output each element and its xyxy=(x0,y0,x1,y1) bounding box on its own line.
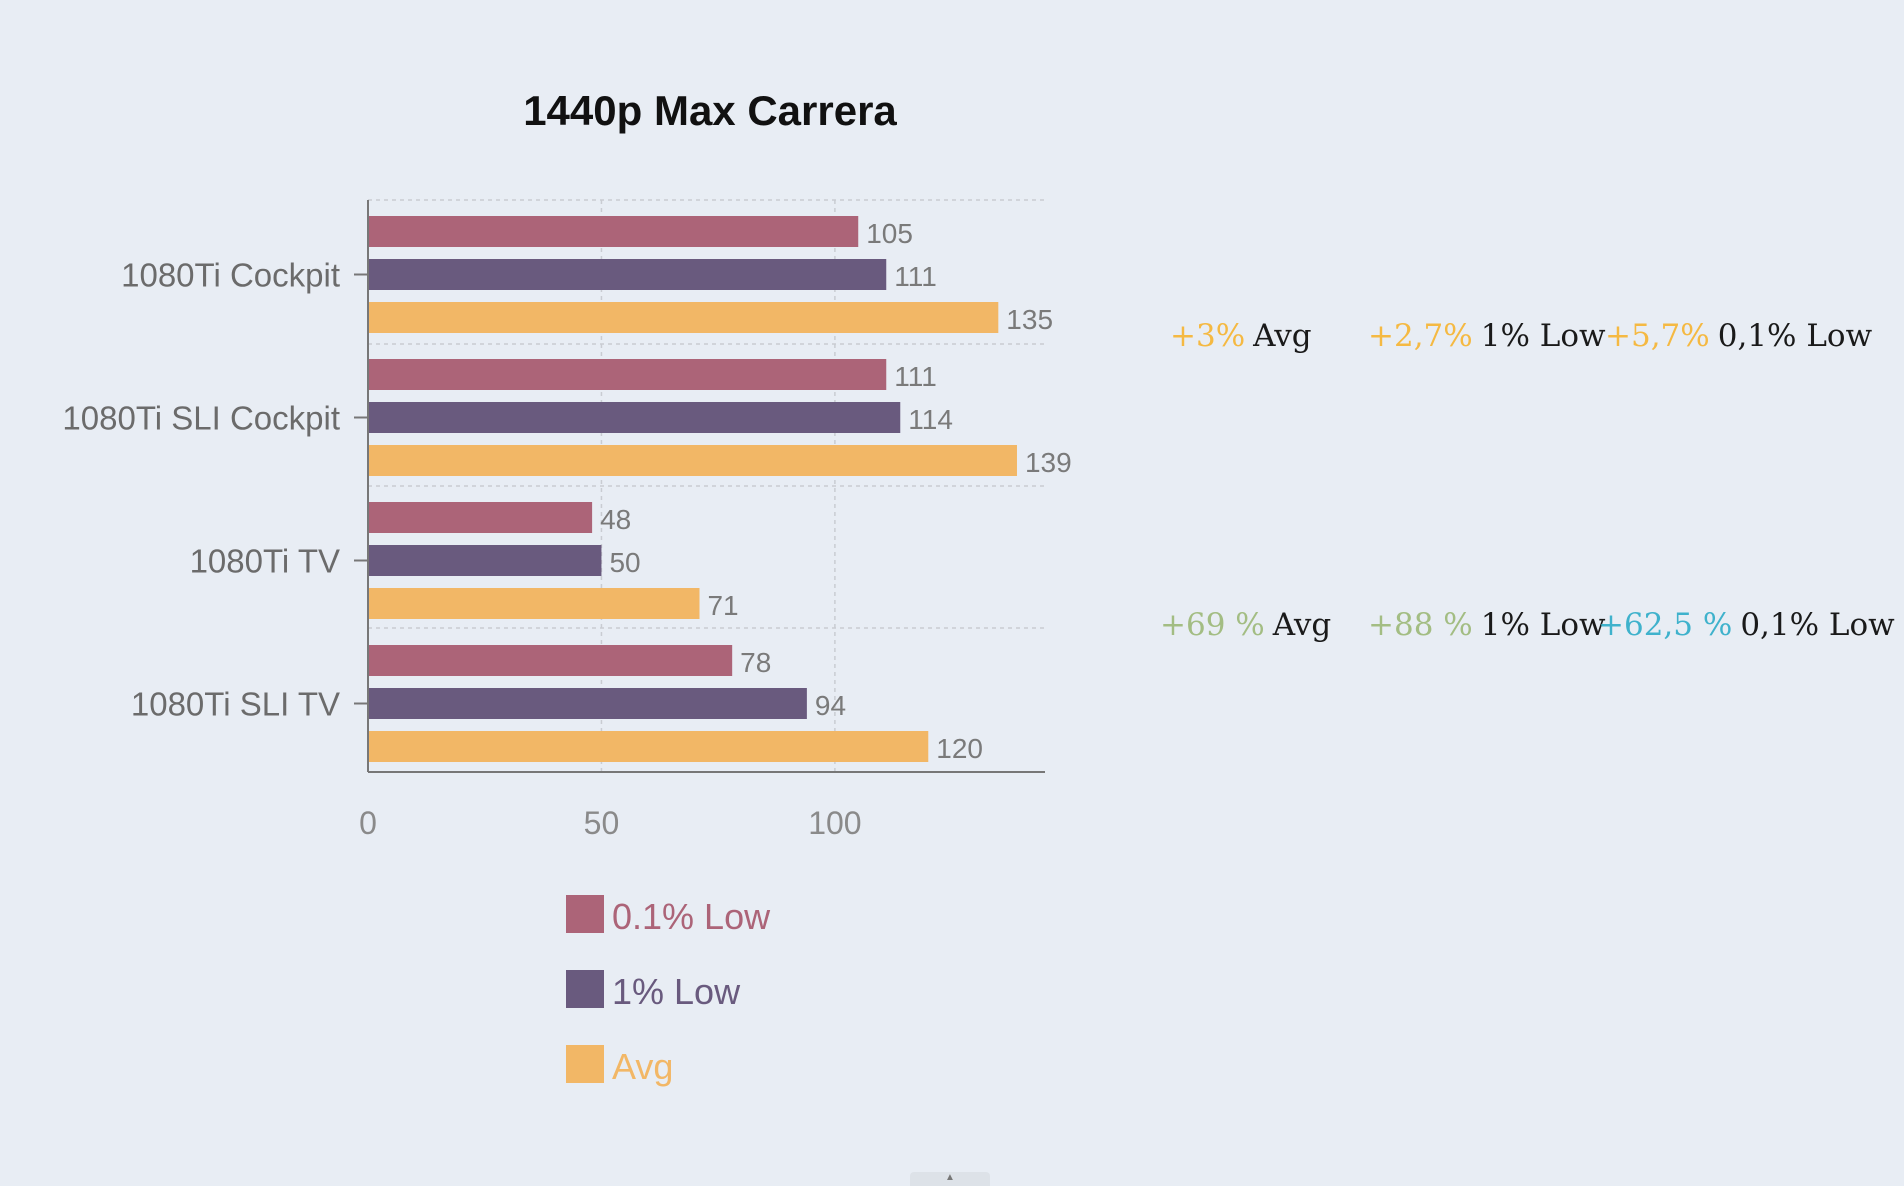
category-label: 1080Ti TV xyxy=(190,543,340,580)
annotation-delta: +69 % xyxy=(1160,607,1265,643)
annotation-metric: Avg xyxy=(1253,318,1312,354)
x-tick-label: 50 xyxy=(584,805,620,841)
annotation-delta: +88 % xyxy=(1368,607,1473,643)
data-label: 120 xyxy=(936,733,983,764)
annotation-delta: +5,7% xyxy=(1605,318,1710,354)
annotation-item: +69 % Avg xyxy=(1160,607,1331,643)
data-label: 105 xyxy=(866,218,913,249)
bar xyxy=(368,402,901,433)
bar xyxy=(368,545,602,576)
bar xyxy=(368,359,887,390)
data-label: 139 xyxy=(1025,447,1072,478)
data-label: 111 xyxy=(894,261,937,292)
legend-label: 0.1% Low xyxy=(612,896,771,937)
bar xyxy=(368,216,859,247)
data-label: 111 xyxy=(894,361,937,392)
bar xyxy=(368,731,929,762)
bar xyxy=(368,688,807,719)
data-label: 50 xyxy=(609,547,640,578)
bar xyxy=(368,588,700,619)
category-label: 1080Ti SLI TV xyxy=(131,686,340,723)
data-label: 71 xyxy=(707,590,738,621)
x-tick-label: 0 xyxy=(359,805,377,841)
legend-swatch xyxy=(566,970,604,1008)
bar xyxy=(368,302,999,333)
annotation-metric: 1% Low xyxy=(1480,607,1606,643)
annotation-delta: +3% xyxy=(1170,318,1246,354)
plot-area: 105 111 135 1080Ti Cockpit 111 114 139 1080Ti S… xyxy=(62,199,1072,841)
legend: 0.1% Low 1% Low Avg xyxy=(566,895,771,1087)
legend-label: 1% Low xyxy=(612,971,741,1012)
annotation-item: +88 % 1% Low xyxy=(1368,607,1606,643)
annotation-metric: 0,1% Low xyxy=(1740,607,1895,643)
bar xyxy=(368,445,1017,476)
category-label: 1080Ti Cockpit xyxy=(121,257,340,294)
annotation-item: +62,5 % 0,1% Low xyxy=(1598,607,1895,643)
bar xyxy=(368,502,593,533)
annotation-delta: +2,7% xyxy=(1368,318,1473,354)
legend-label: Avg xyxy=(612,1046,673,1087)
annotation-metric: 0,1% Low xyxy=(1717,318,1873,354)
category-label: 1080Ti SLI Cockpit xyxy=(62,400,340,437)
data-label: 48 xyxy=(600,504,631,535)
bar xyxy=(368,259,887,290)
bar xyxy=(368,645,733,676)
data-label: 135 xyxy=(1006,304,1053,335)
data-label: 78 xyxy=(740,647,771,678)
legend-swatch xyxy=(566,1045,604,1083)
legend-swatch xyxy=(566,895,604,933)
chevron-up-icon: ▲ xyxy=(945,1172,955,1183)
annotation-metric: Avg xyxy=(1272,607,1332,643)
annotation-item: +5,7% 0,1% Low xyxy=(1605,318,1872,354)
x-tick-label: 100 xyxy=(808,805,861,841)
annotation-metric: 1% Low xyxy=(1480,318,1606,354)
annotation-item: +3% Avg xyxy=(1170,318,1312,354)
data-label: 114 xyxy=(908,404,953,435)
chart-title: 1440p Max Carrera xyxy=(523,87,897,134)
data-label: 94 xyxy=(815,690,846,721)
annotation-delta: +62,5 % xyxy=(1598,607,1733,643)
scroll-handle[interactable]: ▲ xyxy=(910,1172,990,1186)
annotation-item: +2,7% 1% Low xyxy=(1368,318,1606,354)
